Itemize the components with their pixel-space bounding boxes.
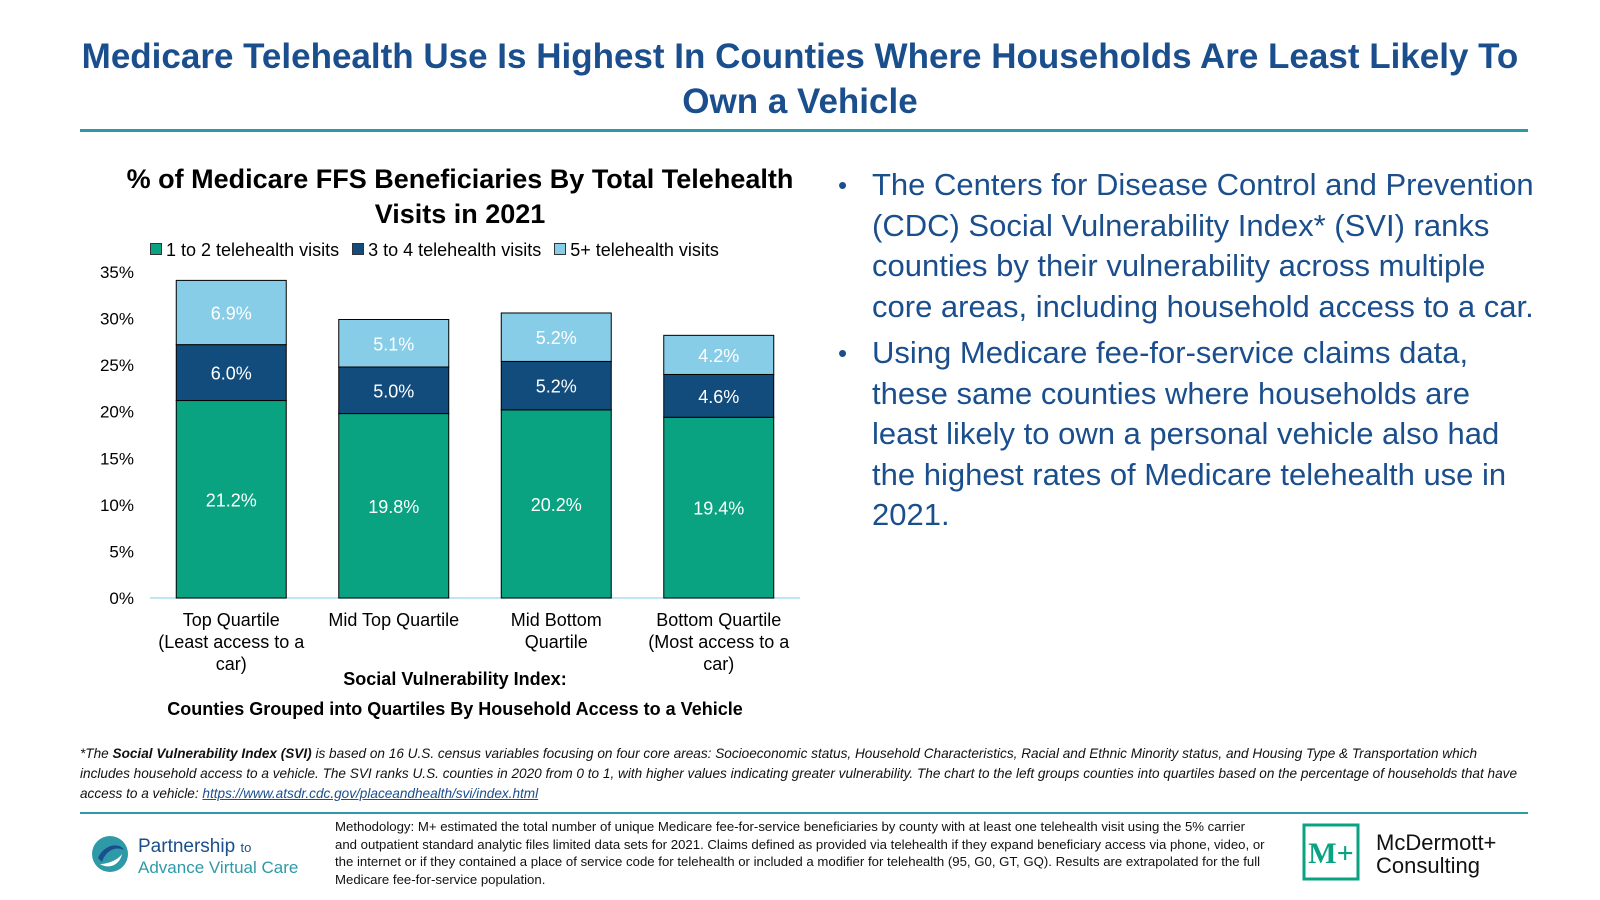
x-tick-label: Quartile: [525, 632, 588, 652]
logo-brand-line2: Consulting: [1376, 853, 1480, 878]
x-tick-label: Mid Top Quartile: [328, 610, 459, 630]
data-label: 19.4%: [693, 499, 744, 519]
legend-item-5-plus: 5+ telehealth visits: [554, 238, 719, 262]
bar-segment-1: [175, 400, 287, 599]
footnote-prefix: *The: [80, 746, 113, 761]
x-tick-label: car): [216, 654, 247, 674]
stacked-bar-chart: 0% 5% 10% 15% 20% 25% 30% 35% 21.2% 6.0% 6.9% Top Q…: [100, 263, 800, 674]
bar-segment-3: [175, 279, 287, 346]
bullet-dot: •: [838, 170, 848, 200]
bullet-item: • The Centers for Disease Control and Pr…: [838, 165, 1538, 327]
logo-name-small: to: [240, 840, 252, 855]
x-axis-title-line1: Social Vulnerability Index:: [343, 669, 567, 689]
methodology-note: Methodology: M+ estimated the total numb…: [335, 819, 1265, 887]
y-tick-label: 30%: [100, 310, 134, 329]
data-label: 19.8%: [368, 497, 419, 517]
data-label: 4.2%: [698, 346, 739, 366]
partnership-logo-icon: [92, 836, 128, 872]
bar-segment-1: [338, 413, 450, 599]
mcdermott-logo: M+ McDermott+ Consulting: [1302, 823, 1532, 883]
data-label: 5.2%: [536, 377, 577, 397]
mcdermott-logo-mark: M+: [1302, 823, 1360, 881]
title-divider: [80, 129, 1528, 132]
bullet-dot: •: [838, 338, 848, 368]
data-label: 6.9%: [211, 304, 252, 324]
partnership-logo-line2: Advance Virtual Care: [138, 858, 299, 877]
legend-swatch-3-to-4: [352, 243, 365, 255]
bar-segment-3: [500, 312, 612, 362]
page-title: Medicare Telehealth Use Is Highest In Co…: [81, 37, 1519, 121]
data-label: 21.2%: [206, 490, 257, 510]
y-tick-label: 25%: [100, 356, 134, 375]
chart-title: % of Medicare FFS Beneficiaries By Total…: [126, 164, 794, 229]
x-tick-label: Bottom Quartile: [656, 610, 781, 630]
logo-name-main: Partnership: [138, 836, 236, 857]
bar-segment-1: [500, 409, 612, 599]
bullet-text: The Centers for Disease Control and Prev…: [872, 167, 1534, 324]
footer-divider: [80, 812, 1528, 814]
y-tick-label: 35%: [100, 263, 134, 282]
bullet-text: Using Medicare fee-for-service claims da…: [872, 335, 1507, 532]
data-label: 5.0%: [373, 381, 414, 401]
y-tick-label: 5%: [109, 542, 134, 561]
logo-brand-line1: McDermott+: [1376, 830, 1497, 855]
bar-segment-2: [663, 373, 775, 418]
x-tick-label: (Most access to a: [648, 632, 790, 652]
legend-swatch-5-plus: [554, 243, 567, 255]
bar-segment-2: [338, 366, 450, 415]
data-label: 20.2%: [531, 495, 582, 515]
y-tick-label: 10%: [100, 496, 134, 515]
data-label: 5.1%: [373, 334, 414, 354]
y-tick-label: 20%: [100, 403, 134, 422]
bar-segment-3: [338, 319, 450, 368]
x-tick-label: Top Quartile: [183, 610, 280, 630]
data-label: 4.6%: [698, 387, 739, 407]
bar-segment-1: [663, 416, 775, 599]
svi-source-link[interactable]: https://www.atsdr.cdc.gov/placeandhealth…: [202, 786, 539, 801]
legend-label-3-to-4: 3 to 4 telehealth visits: [368, 240, 542, 260]
data-label: 5.2%: [536, 328, 577, 348]
mcdermott-logo-text: McDermott+ Consulting: [1376, 831, 1496, 877]
key-findings: • The Centers for Disease Control and Pr…: [838, 165, 1538, 542]
footnote-body: is based on 16 U.S. census variables foc…: [80, 746, 1518, 801]
bar-segment-2: [500, 360, 612, 411]
x-axis-title-line2: Counties Grouped into Quartiles By House…: [167, 699, 743, 719]
legend-item-3-to-4: 3 to 4 telehealth visits: [352, 238, 541, 262]
legend-swatch-1-to-2: [150, 243, 162, 255]
x-tick-label: car): [703, 654, 734, 674]
x-tick-label: (Least access to a: [158, 632, 305, 652]
y-tick-label: 15%: [100, 449, 134, 468]
partnership-logo: Partnership to Advance Virtual Care: [90, 830, 330, 880]
y-tick-label: 0%: [109, 589, 134, 608]
x-tick-label: Mid Bottom: [511, 610, 602, 630]
logo-mark-text: M+: [1308, 837, 1353, 870]
bar-segment-2: [175, 344, 287, 402]
footnote-term: Social Vulnerability Index (SVI): [112, 746, 312, 761]
legend-item-1-to-2: 1 to 2 telehealth visits: [150, 238, 339, 262]
legend-label-5-plus: 5+ telehealth visits: [570, 240, 719, 260]
partnership-logo-line1: Partnership to: [138, 836, 251, 858]
chart-legend: 1 to 2 telehealth visits 3 to 4 teleheal…: [150, 238, 830, 262]
legend-label-1-to-2: 1 to 2 telehealth visits: [166, 240, 340, 260]
data-label: 6.0%: [211, 364, 252, 384]
bullet-item: • Using Medicare fee-for-service claims …: [838, 333, 1538, 536]
svi-footnote: *The Social Vulnerability Index (SVI) is…: [80, 744, 1530, 804]
bar-segment-3: [663, 334, 775, 375]
